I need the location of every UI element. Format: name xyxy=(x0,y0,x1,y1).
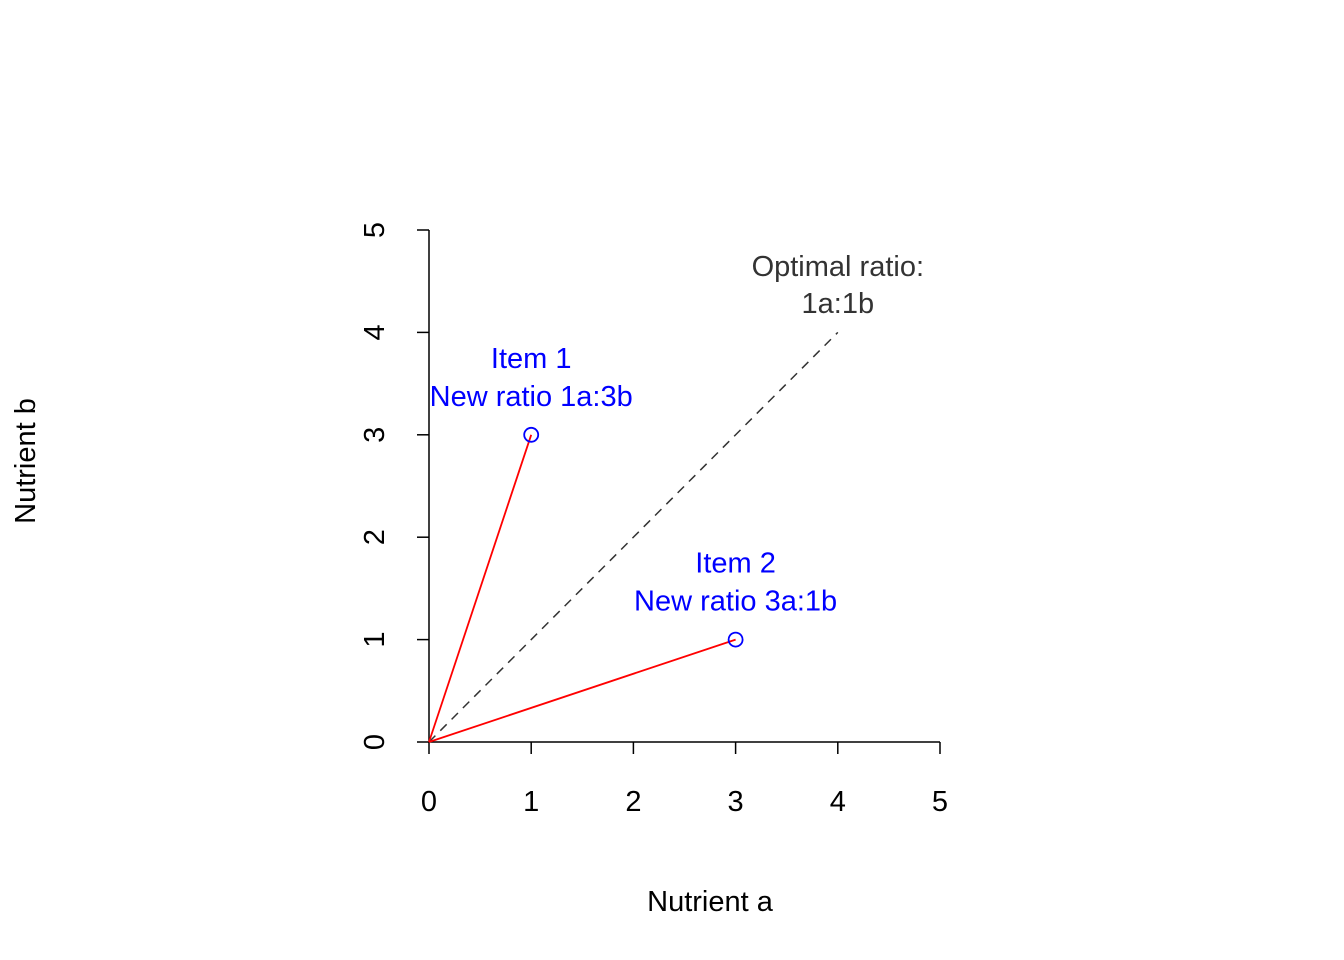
x-tick-label: 5 xyxy=(932,786,948,818)
y-tick-label: 1 xyxy=(359,632,391,648)
x-tick-label: 0 xyxy=(421,786,437,818)
ray-2 xyxy=(428,638,736,743)
plot-area: Optimal ratio: 1a:1b Item 1 New ratio 1a:3b… xyxy=(428,251,924,743)
x-tick-label: 3 xyxy=(728,786,744,818)
x-axis: 0 1 2 3 4 5 xyxy=(421,741,948,818)
y-tick-label: 4 xyxy=(359,324,391,340)
x-tick-label: 4 xyxy=(830,786,846,818)
y-tick-label: 3 xyxy=(359,427,391,443)
y-axis: 0 1 2 3 4 5 xyxy=(359,222,430,750)
item-2-label-line1: Item 2 xyxy=(695,548,776,580)
ray-1 xyxy=(428,434,533,743)
item-2-label-line2: New ratio 3a:1b xyxy=(634,586,837,618)
optimal-ratio-label-line1: Optimal ratio: xyxy=(752,251,924,283)
x-axis-label: Nutrient a xyxy=(647,886,774,918)
optimal-ratio-label-line2: 1a:1b xyxy=(802,288,875,320)
y-tick-label: 0 xyxy=(359,734,391,750)
item-1-label-line1: Item 1 xyxy=(491,343,572,375)
x-tick-label: 2 xyxy=(625,786,641,818)
y-axis-label: Nutrient b xyxy=(10,398,42,524)
x-tick-label: 1 xyxy=(523,786,539,818)
item-1-label-line2: New ratio 1a:3b xyxy=(430,381,633,413)
item-2-point xyxy=(727,631,744,648)
y-tick-label: 2 xyxy=(359,529,391,545)
y-tick-label: 5 xyxy=(359,222,391,238)
optimal-ratio-line xyxy=(428,331,839,743)
item-1-point xyxy=(523,426,540,443)
